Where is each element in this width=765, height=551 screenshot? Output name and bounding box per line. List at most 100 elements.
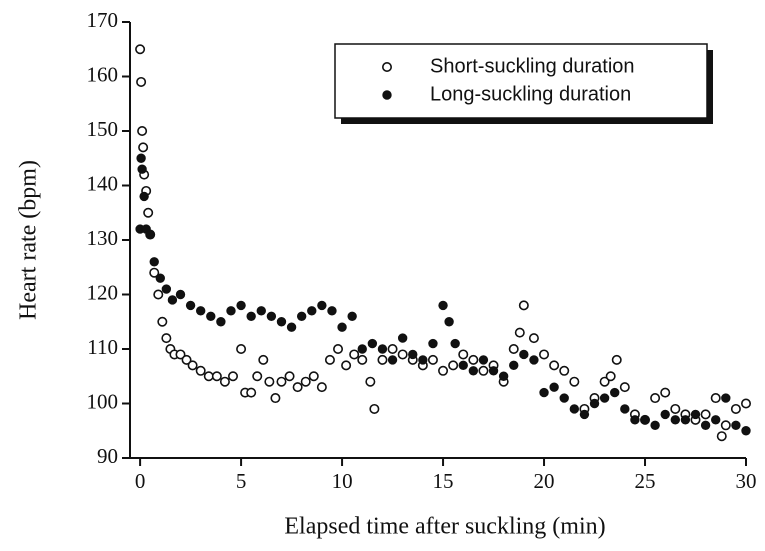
point bbox=[365, 376, 376, 387]
point bbox=[357, 344, 367, 354]
point bbox=[711, 415, 721, 425]
point bbox=[136, 76, 147, 87]
point bbox=[219, 376, 230, 387]
point bbox=[216, 317, 226, 327]
point bbox=[450, 338, 460, 349]
point bbox=[157, 316, 168, 327]
point bbox=[690, 409, 701, 420]
point bbox=[161, 333, 172, 344]
point bbox=[468, 366, 479, 376]
point bbox=[589, 398, 600, 409]
point bbox=[650, 420, 660, 430]
point bbox=[670, 403, 681, 414]
point bbox=[610, 387, 620, 398]
point bbox=[324, 354, 335, 365]
point bbox=[599, 393, 610, 403]
point bbox=[246, 387, 257, 398]
point bbox=[333, 343, 344, 354]
point bbox=[308, 371, 319, 382]
point bbox=[605, 371, 616, 382]
point bbox=[195, 306, 206, 316]
point bbox=[458, 349, 469, 360]
point bbox=[175, 349, 186, 360]
point bbox=[206, 311, 216, 321]
point bbox=[519, 349, 529, 360]
point bbox=[438, 300, 448, 311]
point bbox=[187, 360, 198, 371]
point bbox=[468, 354, 479, 365]
legend-marker bbox=[381, 61, 392, 72]
point bbox=[448, 360, 459, 371]
point bbox=[619, 382, 630, 393]
point bbox=[185, 300, 196, 311]
legend-label: Long-suckling duration bbox=[430, 83, 631, 105]
x-tick-label: 15 bbox=[433, 469, 454, 493]
point bbox=[528, 333, 539, 344]
point bbox=[139, 191, 149, 202]
point bbox=[387, 355, 398, 365]
point bbox=[599, 376, 610, 387]
point bbox=[137, 126, 148, 137]
point bbox=[276, 376, 287, 387]
point bbox=[149, 257, 159, 267]
point bbox=[226, 306, 236, 316]
point bbox=[716, 431, 727, 442]
y-tick-label: 130 bbox=[87, 226, 119, 250]
point bbox=[730, 403, 741, 414]
point bbox=[397, 349, 408, 360]
point bbox=[138, 142, 149, 153]
point bbox=[270, 393, 281, 404]
point bbox=[327, 306, 337, 316]
point bbox=[529, 355, 539, 365]
point bbox=[175, 289, 186, 300]
point bbox=[387, 343, 398, 354]
point bbox=[317, 300, 327, 311]
point bbox=[670, 415, 681, 425]
point bbox=[700, 409, 711, 420]
point bbox=[357, 354, 368, 365]
point bbox=[377, 354, 388, 365]
point bbox=[136, 153, 146, 163]
point bbox=[508, 343, 519, 354]
point bbox=[236, 343, 247, 354]
point bbox=[579, 409, 590, 420]
point bbox=[418, 355, 428, 365]
y-tick-label: 150 bbox=[87, 117, 119, 141]
x-axis-label: Elapsed time after suckling (min) bbox=[284, 514, 605, 540]
point bbox=[153, 289, 164, 300]
point bbox=[514, 327, 525, 338]
point bbox=[316, 382, 327, 393]
point bbox=[569, 404, 580, 414]
point bbox=[211, 371, 222, 382]
point bbox=[498, 371, 509, 381]
point bbox=[155, 273, 165, 283]
point bbox=[710, 393, 721, 404]
point bbox=[458, 360, 468, 371]
point bbox=[569, 376, 580, 387]
x-tick-label: 10 bbox=[332, 469, 353, 493]
point bbox=[258, 354, 269, 365]
point bbox=[438, 365, 449, 376]
y-tick-label: 120 bbox=[87, 280, 119, 304]
point bbox=[284, 371, 295, 382]
point bbox=[427, 354, 438, 365]
point bbox=[700, 420, 711, 430]
point bbox=[286, 322, 297, 332]
point bbox=[549, 360, 560, 371]
point bbox=[660, 409, 670, 420]
point bbox=[731, 420, 741, 430]
point bbox=[518, 300, 529, 311]
point bbox=[296, 311, 307, 321]
point bbox=[611, 354, 622, 365]
point bbox=[228, 371, 239, 382]
y-tick-label: 100 bbox=[87, 389, 119, 413]
point bbox=[246, 311, 256, 321]
y-tick-label: 90 bbox=[97, 444, 118, 468]
point bbox=[377, 344, 388, 354]
point bbox=[620, 404, 630, 414]
point bbox=[559, 365, 570, 376]
point bbox=[256, 306, 266, 316]
point bbox=[337, 322, 347, 332]
point bbox=[143, 207, 154, 218]
